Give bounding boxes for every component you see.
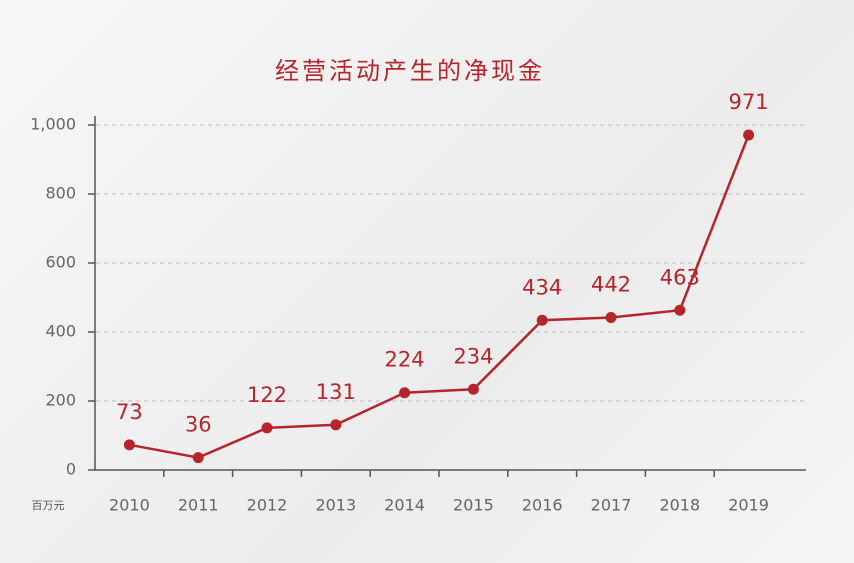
y-tick-label: 800	[45, 184, 76, 203]
point	[536, 314, 548, 326]
y-tick-label: 200	[45, 391, 76, 410]
point	[330, 419, 342, 431]
x-tick-label: 2010	[109, 496, 150, 515]
point	[467, 383, 479, 395]
value-label: 434	[522, 275, 562, 299]
value-label: 36	[185, 413, 212, 437]
x-tick-label: 2018	[659, 496, 700, 515]
point	[399, 387, 411, 399]
point	[743, 129, 755, 141]
x-tick-label: 2015	[453, 496, 494, 515]
x-tick-label: 2019	[728, 496, 769, 515]
point	[674, 304, 686, 316]
unit-label: 百万元	[32, 499, 65, 512]
point	[261, 422, 273, 434]
point	[123, 439, 135, 451]
x-tick-label: 2014	[384, 496, 425, 515]
y-tick-label: 600	[45, 253, 76, 272]
x-tick-label: 2017	[591, 496, 632, 515]
x-tick-label: 2011	[178, 496, 219, 515]
value-label: 73	[116, 400, 143, 424]
line	[129, 134, 750, 459]
value-label: 971	[729, 90, 769, 114]
y-tick-label: 400	[45, 322, 76, 341]
point	[605, 312, 617, 324]
chart-title: 经营活动产生的净现金	[275, 57, 545, 85]
value-label: 131	[316, 380, 356, 404]
value-label: 442	[591, 273, 631, 297]
value-label: 122	[247, 383, 287, 407]
x-tick-label: 2012	[247, 496, 288, 515]
value-label: 224	[385, 348, 425, 372]
y-tick-label: 0	[66, 460, 76, 479]
value-label: 463	[660, 265, 700, 289]
x-tick-label: 2013	[315, 496, 356, 515]
value-label: 234	[453, 344, 493, 368]
x-tick-label: 2016	[522, 496, 563, 515]
y-tick-label: 1,000	[30, 115, 76, 134]
point	[192, 452, 204, 464]
